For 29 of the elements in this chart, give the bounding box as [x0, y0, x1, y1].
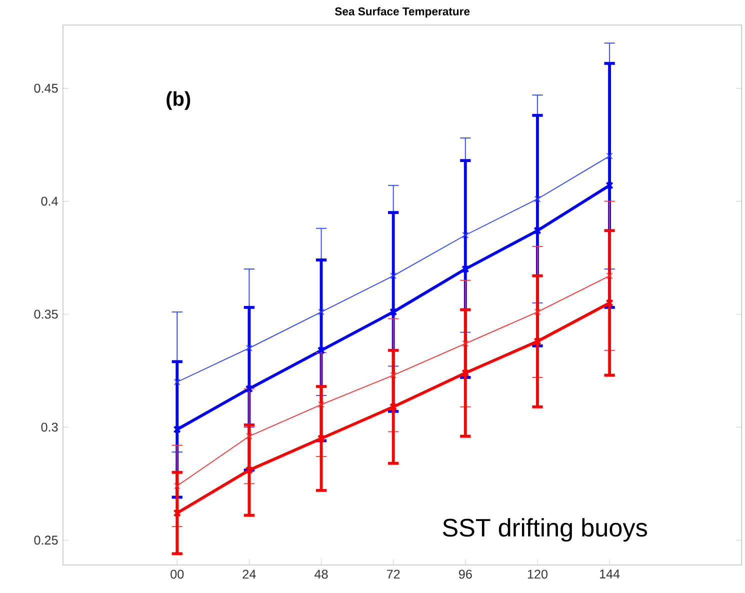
point — [462, 340, 469, 347]
annotation: SST drifting buoys — [442, 518, 648, 542]
point — [390, 372, 397, 378]
point — [174, 378, 180, 386]
point — [246, 432, 252, 440]
x-tick-label: 144 — [600, 570, 620, 578]
y-tick-label: 0.35 — [34, 310, 58, 319]
y-tick-label: 0.4 — [41, 196, 58, 206]
point — [246, 344, 252, 352]
point — [462, 232, 469, 238]
point — [606, 152, 613, 160]
annotation: (b) — [166, 91, 190, 110]
x-tick-label: 24 — [242, 570, 256, 579]
y-tick-label: 0.45 — [34, 84, 58, 93]
point — [318, 401, 324, 408]
point — [174, 482, 180, 490]
x-tick-label: 00 — [170, 570, 184, 579]
point — [390, 272, 397, 280]
x-tick-label: 120 — [528, 570, 548, 579]
point — [606, 272, 613, 280]
point — [534, 196, 541, 202]
point — [318, 308, 324, 316]
y-tick-label: 0.25 — [34, 536, 58, 545]
x-tick-label: 72 — [386, 570, 400, 579]
chart-title: Sea Surface Temperature — [334, 7, 470, 18]
x-tick-label: 48 — [314, 570, 328, 579]
point — [534, 308, 541, 316]
x-tick-label: 96 — [458, 570, 472, 579]
y-tick-label: 0.3 — [41, 422, 58, 432]
